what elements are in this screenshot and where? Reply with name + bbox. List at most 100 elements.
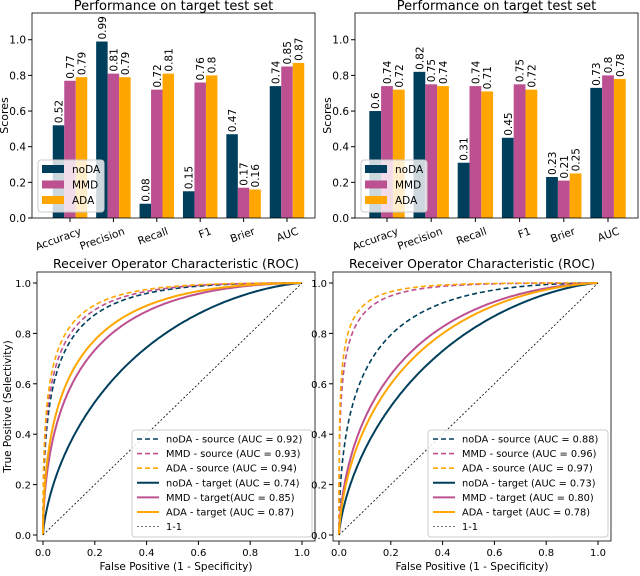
legend-swatch-ADA bbox=[42, 196, 64, 204]
y-tick-label: 1.0 bbox=[9, 35, 26, 47]
y-tick-label: 0.8 bbox=[9, 70, 26, 82]
roc-curve-noDA-dashed bbox=[338, 282, 598, 535]
bar-MMD-Accuracy bbox=[381, 86, 393, 218]
bar-value-label: 0.72 bbox=[152, 64, 164, 87]
legend-label: MMD - target(AUC = 0.85) bbox=[166, 493, 295, 504]
bar-ADA-AUC bbox=[292, 62, 305, 219]
bar-value-label: 0.6 bbox=[370, 92, 382, 109]
bar-value-label: 0.31 bbox=[459, 137, 471, 160]
bar-MMD-Precision bbox=[107, 73, 120, 218]
bar-value-label: 0.75 bbox=[515, 59, 527, 82]
bar-noDA-Brier bbox=[226, 134, 238, 218]
bar-value-label: 0.99 bbox=[97, 16, 109, 39]
bar-noDA-F1 bbox=[182, 191, 195, 218]
bar-ADA-Recall bbox=[162, 73, 175, 218]
bar-ADA-F1 bbox=[525, 89, 538, 218]
y-tick-label: 0.0 bbox=[15, 531, 31, 542]
y-tick-label: 0.2 bbox=[311, 481, 327, 492]
bar-value-label: 0.79 bbox=[120, 52, 132, 75]
x-axis-label: False Positive (1 - Specificity) bbox=[396, 561, 549, 572]
roc-curve-noDA-solid bbox=[338, 282, 599, 535]
bar-value-label: 0.8 bbox=[603, 57, 615, 74]
x-tick-label: 0.6 bbox=[486, 548, 502, 559]
bar-ADA-F1 bbox=[205, 75, 218, 219]
legend: noDA - source (AUC = 0.92) MMD - source (… bbox=[131, 429, 313, 538]
bar-value-label: 0.82 bbox=[414, 46, 426, 69]
roc-curve-ADA-dashed bbox=[42, 282, 302, 535]
roc-curve-MMD-solid bbox=[338, 282, 599, 535]
x-tick-label: 0.0 bbox=[35, 548, 51, 559]
y-tick-label: 0.4 bbox=[332, 142, 349, 154]
bar-MMD-Brier bbox=[237, 187, 250, 218]
bar-value-label: 0.78 bbox=[615, 54, 627, 77]
y-tick-label: 0.2 bbox=[9, 177, 26, 189]
y-tick-label: 1.0 bbox=[311, 279, 327, 290]
x-axis-label: False Positive (1 - Specificity) bbox=[100, 561, 253, 572]
bar-value-label: 0.71 bbox=[482, 66, 494, 89]
y-axis-label: Scores bbox=[0, 97, 11, 134]
bar-value-label: 0.85 bbox=[282, 41, 294, 64]
x-tick-label: Brier bbox=[549, 225, 577, 245]
bar-value-label: 0.15 bbox=[184, 166, 196, 189]
x-tick-label: Recall bbox=[455, 226, 489, 248]
bar-MMD-Recall bbox=[469, 86, 482, 218]
legend-label: MMD - source (AUC = 0.96) bbox=[462, 449, 596, 460]
x-tick-label: 0.8 bbox=[538, 548, 554, 559]
bar-value-label: 0.23 bbox=[547, 152, 559, 175]
x-tick-label: 0.2 bbox=[383, 548, 399, 559]
legend-swatch-noDA bbox=[365, 165, 387, 173]
legend-swatch-ADA bbox=[365, 196, 387, 204]
bar-value-label: 0.81 bbox=[163, 48, 175, 71]
y-tick-label: 0.8 bbox=[15, 329, 31, 340]
x-tick-label: 0.8 bbox=[242, 548, 258, 559]
y-tick-label: 1.0 bbox=[332, 35, 349, 47]
bar-MMD-AUC bbox=[281, 66, 293, 218]
x-tick-label: Recall bbox=[136, 226, 170, 248]
bar-ADA-Recall bbox=[481, 91, 494, 218]
roc-curve-MMD-solid bbox=[42, 282, 302, 535]
chart-title: Receiver Operator Characteristic (ROC) bbox=[349, 256, 595, 271]
bar-value-label: 0.74 bbox=[438, 60, 450, 84]
bar-value-label: 0.76 bbox=[195, 57, 207, 81]
x-tick-label: Accuracy bbox=[34, 226, 83, 254]
x-tick-label: Precision bbox=[396, 226, 444, 253]
x-tick-label: 0.0 bbox=[331, 548, 347, 559]
plot-frame bbox=[354, 12, 639, 219]
bar-value-label: 0.16 bbox=[250, 164, 262, 188]
x-tick-label: 0.2 bbox=[87, 548, 103, 559]
roc-curve-ADA-solid bbox=[42, 282, 302, 535]
bar-chart-1: Performance on target test set Scores 0.0 0… bbox=[0, 0, 316, 254]
bar-value-label: 0.8 bbox=[207, 57, 219, 74]
legend-label: 1-1 bbox=[166, 522, 182, 533]
bar-value-label: 0.74 bbox=[470, 60, 482, 84]
bar-ADA-Brier bbox=[569, 173, 582, 218]
y-tick-label: 0.8 bbox=[311, 329, 327, 340]
x-tick-label: 0.4 bbox=[435, 548, 451, 559]
roc-curve-noDA-dashed bbox=[42, 282, 302, 535]
bar-noDA-F1 bbox=[501, 137, 514, 218]
x-tick-label: Brier bbox=[229, 225, 257, 245]
x-tick-label: F1 bbox=[517, 226, 533, 242]
roc-curve-ADA-solid bbox=[338, 282, 599, 535]
legend-label: ADA - target (AUC = 0.78) bbox=[462, 508, 590, 519]
bar-MMD-F1 bbox=[513, 84, 526, 218]
bar-value-label: 0.08 bbox=[140, 178, 152, 201]
bar-value-label: 0.25 bbox=[571, 148, 583, 171]
y-tick-label: 0.2 bbox=[15, 481, 31, 492]
y-tick-label: 0.0 bbox=[332, 213, 349, 225]
roc-curve-ADA-dashed bbox=[338, 282, 598, 535]
legend-label: ADA - target (AUC = 0.87) bbox=[166, 508, 294, 519]
bar-ADA-Accuracy bbox=[392, 89, 405, 218]
bar-value-label: 0.87 bbox=[294, 38, 306, 61]
bar-ADA-AUC bbox=[613, 78, 626, 219]
y-tick-label: 0.2 bbox=[332, 177, 349, 189]
legend-swatch-MMD bbox=[365, 180, 387, 189]
bar-MMD-F1 bbox=[194, 82, 206, 219]
legend-label: MMD bbox=[395, 180, 421, 192]
legend: noDA - source (AUC = 0.88) MMD - source (… bbox=[427, 429, 609, 538]
legend-label: ADA bbox=[72, 195, 95, 207]
y-tick-label: 0.6 bbox=[311, 380, 327, 391]
bar-MMD-Precision bbox=[425, 84, 438, 218]
bar-chart-2: Performance on target test set Scores 0.0 0… bbox=[321, 0, 639, 253]
bar-value-label: 0.73 bbox=[591, 62, 603, 85]
